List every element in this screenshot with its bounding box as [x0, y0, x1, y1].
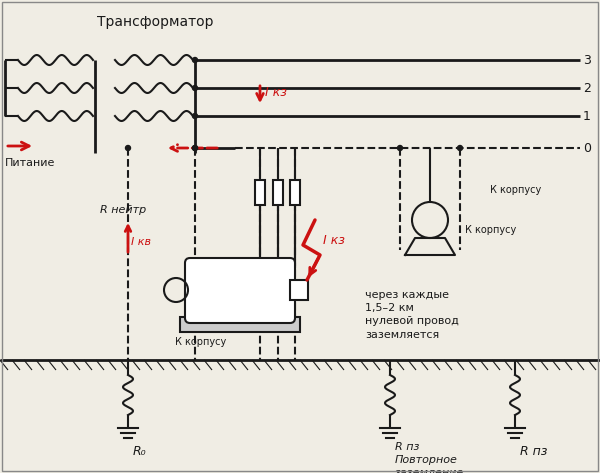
Text: I кз: I кз — [323, 234, 345, 246]
Text: К корпусу: К корпусу — [465, 225, 516, 235]
Text: К корпусу: К корпусу — [175, 337, 226, 347]
Circle shape — [193, 114, 197, 119]
Bar — [290, 180, 300, 205]
Circle shape — [193, 146, 197, 150]
Text: I кв: I кв — [131, 237, 151, 247]
Text: 2: 2 — [583, 81, 591, 95]
Text: К корпусу: К корпусу — [490, 185, 541, 195]
Text: Питание: Питание — [5, 158, 55, 168]
Text: R нейтр: R нейтр — [100, 205, 146, 215]
Text: I кз: I кз — [265, 87, 287, 99]
Text: R пз
Повторное
заземление: R пз Повторное заземление — [395, 442, 464, 473]
Circle shape — [398, 146, 403, 150]
Bar — [255, 180, 265, 205]
Text: через каждые
1,5–2 км
нулевой провод
заземляется: через каждые 1,5–2 км нулевой провод заз… — [365, 290, 459, 340]
Circle shape — [193, 58, 197, 62]
FancyBboxPatch shape — [185, 258, 295, 323]
Text: Трансформатор: Трансформатор — [97, 15, 213, 29]
Circle shape — [125, 146, 131, 150]
Bar — [180, 317, 300, 332]
Text: 1: 1 — [583, 110, 591, 123]
Circle shape — [458, 146, 463, 150]
Text: 3: 3 — [583, 53, 591, 67]
Bar — [273, 180, 283, 205]
Text: 0: 0 — [583, 141, 591, 155]
Circle shape — [193, 146, 197, 150]
Text: R пз: R пз — [520, 445, 547, 458]
Bar — [290, 280, 308, 300]
Text: R₀: R₀ — [133, 445, 146, 458]
Circle shape — [193, 86, 197, 90]
